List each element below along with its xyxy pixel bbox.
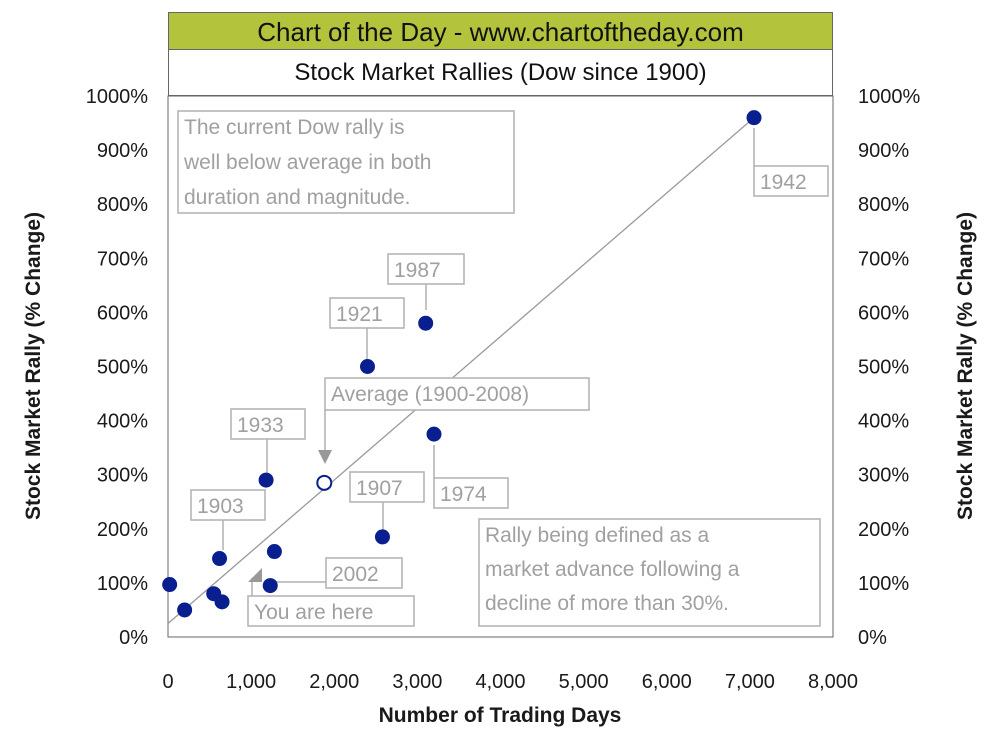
y-tick-label-right: 600% bbox=[858, 302, 909, 324]
x-axis-label: Number of Trading Days bbox=[379, 704, 622, 727]
note-current-dow-rally: The current Dow rally is well below avera… bbox=[177, 110, 515, 214]
note-current-dow-rally-text: well below average in both bbox=[183, 151, 432, 174]
y-tick-label-left: 1000% bbox=[86, 86, 148, 108]
year-label-1903: 1903 bbox=[190, 489, 266, 521]
average-label-box bbox=[324, 377, 590, 411]
y-tick-label-right: 0% bbox=[858, 627, 887, 649]
trend-line-group bbox=[167, 117, 755, 624]
y-tick-label-left: 200% bbox=[97, 519, 148, 541]
x-tick-label: 8,000 bbox=[808, 671, 858, 693]
year-label-1921-box bbox=[329, 297, 405, 329]
y-tick-label-left: 800% bbox=[97, 194, 148, 216]
annotations: The current Dow rally is well below avera… bbox=[177, 110, 829, 627]
you-are-here-arrow-head bbox=[248, 568, 262, 582]
note-rally-definition-box bbox=[478, 518, 821, 627]
you-are-here-label: You are here bbox=[247, 595, 415, 627]
year-label-2002-box bbox=[325, 557, 403, 589]
data-point bbox=[177, 602, 193, 618]
y-tick-label-right: 800% bbox=[858, 194, 909, 216]
y-tick-label-left: 700% bbox=[97, 248, 148, 270]
data-point bbox=[426, 426, 442, 442]
year-label-1907: 1907 bbox=[349, 471, 425, 503]
y-tick-label-left: 500% bbox=[97, 357, 148, 379]
y-tick-label-right: 1000% bbox=[858, 86, 920, 108]
banner-title: Chart of the Day - www.chartoftheday.com bbox=[168, 12, 833, 50]
year-label-1942: 1942 bbox=[753, 165, 829, 197]
chart-title: Stock Market Rallies (Dow since 1900) bbox=[168, 50, 833, 96]
x-tick-label: 6,000 bbox=[642, 671, 692, 693]
y-axis-label-left: Stock Market Rally (% Change) bbox=[22, 212, 45, 520]
x-tick-label: 7,000 bbox=[725, 671, 775, 693]
average-arrow-head bbox=[318, 450, 332, 464]
year-label-1933: 1933 bbox=[230, 408, 306, 440]
data-point bbox=[746, 110, 762, 126]
average-label-text: Average (1900-2008) bbox=[331, 383, 529, 406]
y-tick-label-right: 400% bbox=[858, 411, 909, 433]
data-point bbox=[162, 577, 178, 593]
note-rally-definition-text: Rally being defined as a bbox=[485, 524, 709, 547]
data-point bbox=[214, 594, 230, 610]
x-tick-label: 3,000 bbox=[392, 671, 442, 693]
you-are-here-label-text: You are here bbox=[254, 601, 374, 624]
note-current-dow-rally-text: duration and magnitude. bbox=[184, 186, 411, 209]
year-label-1974: 1974 bbox=[433, 477, 509, 509]
year-label-1921-text: 1921 bbox=[336, 303, 383, 326]
data-point bbox=[374, 529, 390, 545]
data-points bbox=[162, 110, 762, 618]
year-label-1907-text: 1907 bbox=[356, 477, 403, 500]
note-current-dow-rally-box bbox=[177, 110, 515, 214]
year-label-1933-box bbox=[230, 408, 306, 440]
year-label-1974-box bbox=[433, 477, 509, 509]
average-trend-line bbox=[167, 117, 755, 624]
year-label-1987-text: 1987 bbox=[394, 259, 441, 282]
x-tick-label: 4,000 bbox=[475, 671, 525, 693]
average-label: Average (1900-2008) bbox=[324, 377, 590, 411]
data-point bbox=[212, 551, 228, 567]
y-tick-label-left: 0% bbox=[119, 627, 148, 649]
year-label-1907-box bbox=[349, 471, 425, 503]
y-tick-label-right: 900% bbox=[858, 140, 909, 162]
y-tick-label-right: 200% bbox=[858, 519, 909, 541]
data-point bbox=[258, 472, 274, 488]
note-rally-definition-text: decline of more than 30%. bbox=[485, 592, 729, 615]
y-tick-label-left: 100% bbox=[97, 573, 148, 595]
year-label-1921: 1921 bbox=[329, 297, 405, 329]
x-tick-label: 5,000 bbox=[559, 671, 609, 693]
data-point bbox=[360, 359, 375, 374]
x-tick-label: 1,000 bbox=[226, 671, 276, 693]
y-tick-label-right: 500% bbox=[858, 357, 909, 379]
x-tick-label: 2,000 bbox=[309, 671, 359, 693]
y-tick-label-right: 100% bbox=[858, 573, 909, 595]
y-tick-label-right: 700% bbox=[858, 248, 909, 270]
axis-ticks: 0 1,000 2,000 3,000 4,000 5,000 6,000 7,000 8,00… bbox=[86, 86, 921, 693]
data-point bbox=[266, 544, 282, 560]
y-tick-label-left: 900% bbox=[97, 140, 148, 162]
year-label-1942-box bbox=[753, 165, 829, 197]
y-tick-label-right: 300% bbox=[858, 465, 909, 487]
note-current-dow-rally-text: The current Dow rally is bbox=[184, 116, 405, 139]
y-tick-label-left: 300% bbox=[97, 465, 148, 487]
you-are-here-label-box bbox=[247, 595, 415, 627]
x-tick-label: 0 bbox=[162, 671, 173, 693]
year-label-1933-text: 1933 bbox=[237, 414, 284, 437]
year-label-1987-box bbox=[387, 253, 465, 285]
year-label-1942-text: 1942 bbox=[760, 171, 807, 194]
year-label-1974-text: 1974 bbox=[440, 483, 487, 506]
year-label-2002: 2002 bbox=[325, 557, 403, 589]
y-tick-label-left: 400% bbox=[97, 411, 148, 433]
data-point bbox=[418, 315, 434, 331]
year-label-1987: 1987 bbox=[387, 253, 465, 285]
note-rally-definition: Rally being defined as a market advance f… bbox=[478, 518, 821, 627]
data-point bbox=[262, 578, 278, 594]
average-point bbox=[316, 474, 333, 491]
note-rally-definition-text: market advance following a bbox=[485, 558, 740, 581]
year-label-1903-text: 1903 bbox=[197, 495, 244, 518]
y-tick-label-left: 600% bbox=[97, 302, 148, 324]
y-axis-label-right: Stock Market Rally (% Change) bbox=[954, 212, 977, 520]
year-label-1903-box bbox=[190, 489, 266, 521]
year-label-2002-text: 2002 bbox=[332, 563, 379, 586]
